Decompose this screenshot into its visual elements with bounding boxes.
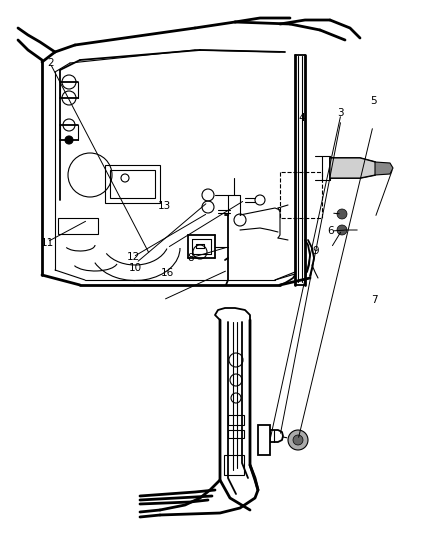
Text: 6: 6 xyxy=(327,226,334,236)
Text: 7: 7 xyxy=(371,295,378,304)
Text: 9: 9 xyxy=(312,246,319,255)
Text: 8: 8 xyxy=(187,253,194,263)
Text: 2: 2 xyxy=(47,58,54,68)
Circle shape xyxy=(288,430,308,450)
Bar xyxy=(228,430,244,438)
Bar xyxy=(110,170,155,198)
Text: 3: 3 xyxy=(337,108,344,118)
Text: 4: 4 xyxy=(298,114,305,123)
Bar xyxy=(228,415,244,425)
Bar xyxy=(105,165,160,203)
Text: 13: 13 xyxy=(158,201,171,211)
Circle shape xyxy=(337,225,347,235)
Bar xyxy=(224,455,244,475)
Text: 16: 16 xyxy=(161,269,174,278)
Text: 5: 5 xyxy=(370,96,377,106)
Circle shape xyxy=(293,435,303,445)
Bar xyxy=(258,425,270,455)
Polygon shape xyxy=(375,162,393,175)
Text: 10: 10 xyxy=(129,263,142,273)
Polygon shape xyxy=(330,158,378,178)
Text: 12: 12 xyxy=(127,252,140,262)
Bar xyxy=(58,218,98,234)
Circle shape xyxy=(337,209,347,219)
Circle shape xyxy=(65,136,73,144)
Text: 11: 11 xyxy=(41,238,54,247)
